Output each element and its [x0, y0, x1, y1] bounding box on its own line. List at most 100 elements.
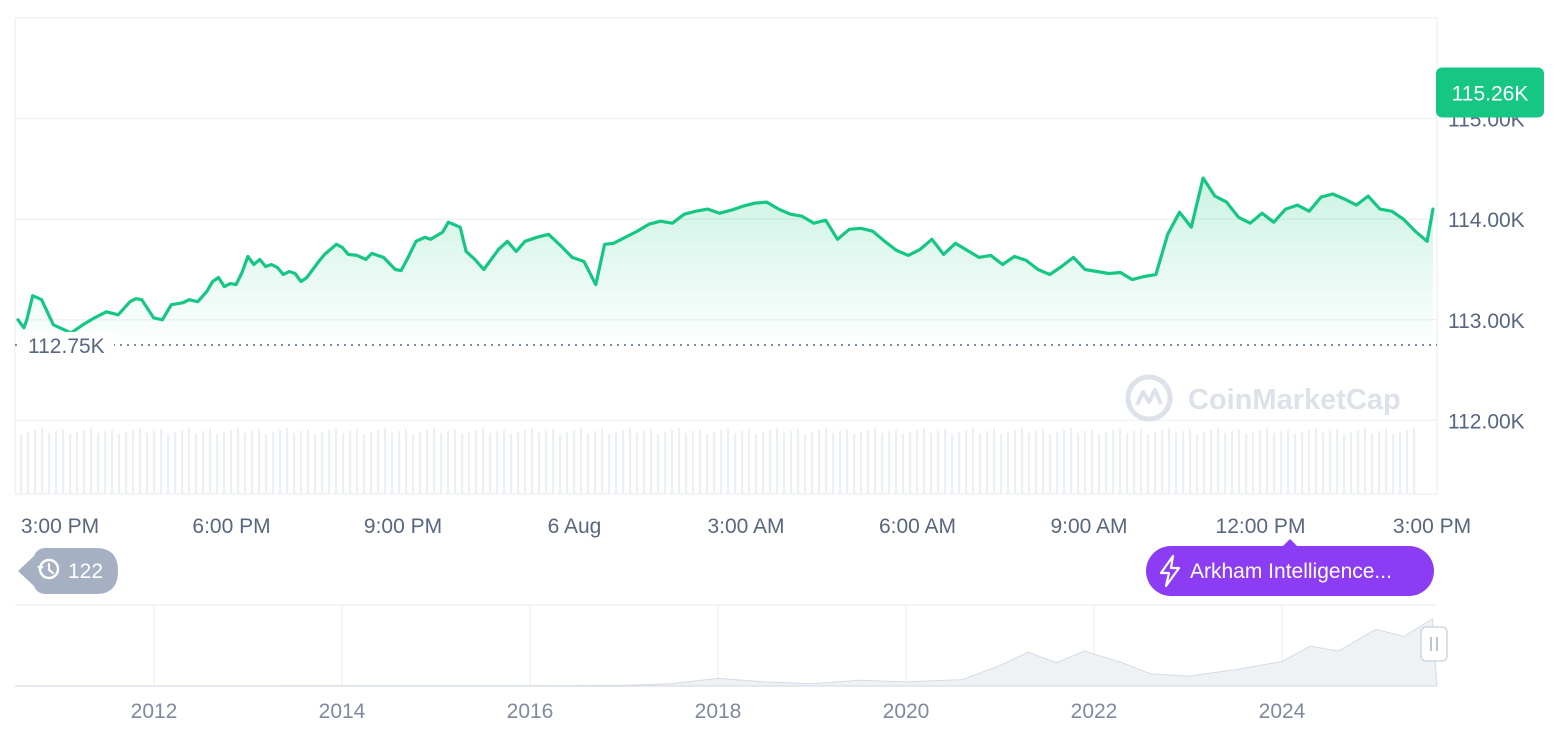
x-axis-labels: 3:00 PM 6:00 PM 9:00 PM 6 Aug 3:00 AM 6:00 AM…	[21, 515, 1471, 538]
event-button[interactable]: Arkham Intelligence...	[1146, 539, 1434, 596]
volume-bar	[888, 431, 891, 494]
volume-bar	[97, 433, 100, 494]
volume-bar	[1406, 430, 1409, 494]
volume-bar	[1056, 432, 1059, 494]
volume-bar	[706, 434, 709, 494]
volume-bar	[447, 431, 450, 494]
history-button[interactable]: 122	[18, 548, 118, 594]
price-area-fill	[18, 178, 1433, 345]
history-icon	[37, 558, 60, 580]
volume-bar	[1343, 434, 1346, 494]
volume-bar	[321, 432, 324, 494]
volume-bar	[363, 434, 366, 494]
volume-bar	[391, 433, 394, 494]
volume-bar	[1168, 428, 1171, 494]
volume-bar	[1399, 432, 1402, 494]
volume-bar	[139, 428, 142, 494]
volume-bar	[1280, 431, 1283, 494]
volume-bar	[874, 428, 877, 494]
volume-bar	[41, 428, 44, 494]
volume-bar	[48, 433, 51, 494]
volume-bar	[538, 433, 541, 494]
volume-bar	[1084, 431, 1087, 494]
volume-bar	[587, 433, 590, 494]
volume-bar	[328, 430, 331, 494]
x-tick-label: 3:00 AM	[707, 515, 784, 538]
volume-bar	[230, 430, 233, 494]
y-tick-label: 114.00K	[1448, 209, 1525, 232]
volume-bar	[678, 428, 681, 494]
volume-bar	[1028, 433, 1031, 494]
volume-bar	[1105, 432, 1108, 494]
navigator-handle[interactable]	[1420, 626, 1448, 662]
volume-bar	[1126, 433, 1129, 494]
watermark-logo	[1125, 374, 1173, 422]
volume-bar	[636, 433, 639, 494]
history-count: 122	[68, 560, 103, 583]
price-line	[16, 176, 1435, 335]
x-tick-label: 9:00 PM	[364, 515, 442, 538]
volume-bar	[1231, 431, 1234, 494]
event-label: Arkham Intelligence...	[1190, 560, 1392, 583]
volume-bar	[517, 432, 520, 494]
volume-bar	[650, 429, 653, 494]
volume-bar	[867, 430, 870, 494]
volume-bar	[1350, 432, 1353, 494]
volume-bar	[993, 429, 996, 494]
volume-bar	[692, 431, 695, 494]
volume-bar	[132, 430, 135, 494]
volume-bar	[412, 434, 415, 494]
volume-bar	[1315, 428, 1318, 494]
navigator-year-label: 2014	[319, 700, 366, 723]
volume-bar	[1329, 431, 1332, 494]
volume-bar	[237, 428, 240, 494]
volume-bar	[1182, 431, 1185, 494]
x-tick-label: 3:00 PM	[1393, 515, 1471, 538]
volume-bar	[1000, 434, 1003, 494]
volume-bar	[440, 433, 443, 494]
volume-bar	[664, 432, 667, 494]
volume-bar	[902, 434, 905, 494]
volume-bar	[629, 428, 632, 494]
volume-bar	[979, 433, 982, 494]
volume-bar	[90, 428, 93, 494]
navigator-grid	[153, 605, 1283, 686]
volume-bar	[951, 434, 954, 494]
volume-bar	[244, 433, 247, 494]
volume-bar	[748, 429, 751, 494]
volume-bar	[1077, 433, 1080, 494]
volume-bar	[860, 432, 863, 494]
volume-bar	[258, 429, 261, 494]
reference-price-label-bg	[22, 331, 114, 358]
volume-bar	[601, 429, 604, 494]
volume-bar	[1245, 434, 1248, 494]
volume-bar	[496, 431, 499, 494]
volume-bar	[1175, 433, 1178, 494]
volume-bars	[20, 428, 1416, 494]
volume-bar	[342, 433, 345, 494]
volume-bar	[790, 431, 793, 494]
volume-bar	[1196, 434, 1199, 494]
volume-bar	[685, 433, 688, 494]
volume-bar	[1133, 431, 1136, 494]
volume-bar	[510, 434, 513, 494]
volume-bar	[125, 432, 128, 494]
volume-bar	[188, 428, 191, 494]
volume-bar	[657, 434, 660, 494]
volume-bar	[594, 431, 597, 494]
volume-bar	[146, 433, 149, 494]
x-tick-label: 3:00 PM	[21, 515, 99, 538]
x-tick-label: 9:00 AM	[1050, 515, 1127, 538]
volume-bar	[769, 430, 772, 494]
volume-bar	[314, 434, 317, 494]
volume-bar	[195, 433, 198, 494]
volume-bar	[958, 432, 961, 494]
navigator-year-label: 2024	[1259, 700, 1306, 723]
navigator-year-label: 2020	[883, 700, 930, 723]
volume-bar	[937, 431, 940, 494]
volume-bar	[83, 430, 86, 494]
volume-bar	[1049, 434, 1052, 494]
volume-bar	[223, 432, 226, 494]
volume-bar	[69, 434, 72, 494]
